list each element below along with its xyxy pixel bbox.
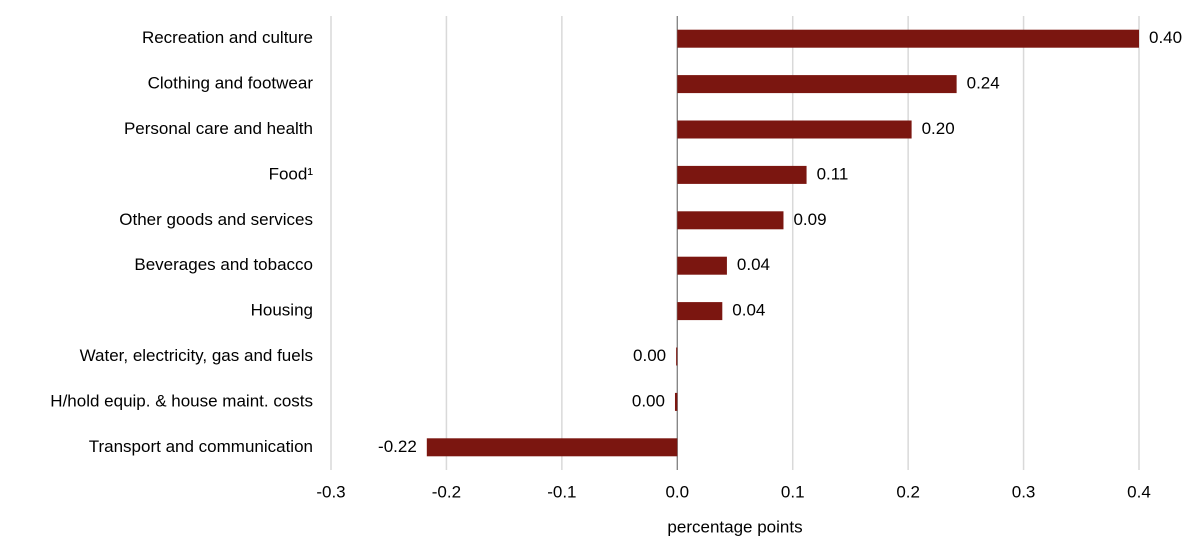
- bar: [677, 120, 912, 139]
- x-axis-title: percentage points: [667, 517, 802, 536]
- value-label: 0.40: [1149, 28, 1182, 47]
- x-tick-label: 0.2: [896, 482, 920, 501]
- y-tick-label: Other goods and services: [119, 210, 313, 229]
- x-tick-label: 0.3: [1012, 482, 1036, 501]
- y-tick-label: H/hold equip. & house maint. costs: [50, 391, 313, 410]
- x-tick-label: 0.1: [781, 482, 805, 501]
- value-label: 0.00: [632, 391, 665, 410]
- y-tick-label: Personal care and health: [124, 119, 313, 138]
- bar: [426, 438, 678, 457]
- bar: [677, 211, 784, 230]
- bar: [676, 347, 678, 366]
- y-tick-label: Transport and communication: [89, 437, 313, 456]
- value-label: 0.20: [922, 119, 955, 138]
- y-tick-label: Housing: [251, 301, 313, 320]
- x-tick-label: -0.2: [432, 482, 461, 501]
- bar: [677, 165, 807, 184]
- value-label: 0.00: [633, 346, 666, 365]
- value-label: -0.22: [378, 437, 417, 456]
- value-label: 0.11: [817, 164, 849, 183]
- y-tick-label: Clothing and footwear: [148, 74, 314, 93]
- x-tick-label: -0.1: [547, 482, 576, 501]
- value-label: 0.09: [793, 210, 826, 229]
- bar: [677, 29, 1139, 48]
- bar: [677, 302, 723, 321]
- y-tick-label: Beverages and tobacco: [134, 255, 313, 274]
- bar: [677, 256, 727, 275]
- bar: [677, 75, 957, 94]
- y-tick-label: Recreation and culture: [142, 28, 313, 47]
- value-label: 0.24: [967, 74, 1000, 93]
- value-label: 0.04: [737, 255, 770, 274]
- x-tick-label: 0.4: [1127, 482, 1151, 501]
- bar: [674, 392, 678, 411]
- y-tick-label: Water, electricity, gas and fuels: [80, 346, 313, 365]
- x-tick-label: -0.3: [316, 482, 345, 501]
- value-label: 0.04: [732, 301, 765, 320]
- y-tick-label: Food¹: [269, 164, 314, 183]
- x-tick-label: 0.0: [665, 482, 689, 501]
